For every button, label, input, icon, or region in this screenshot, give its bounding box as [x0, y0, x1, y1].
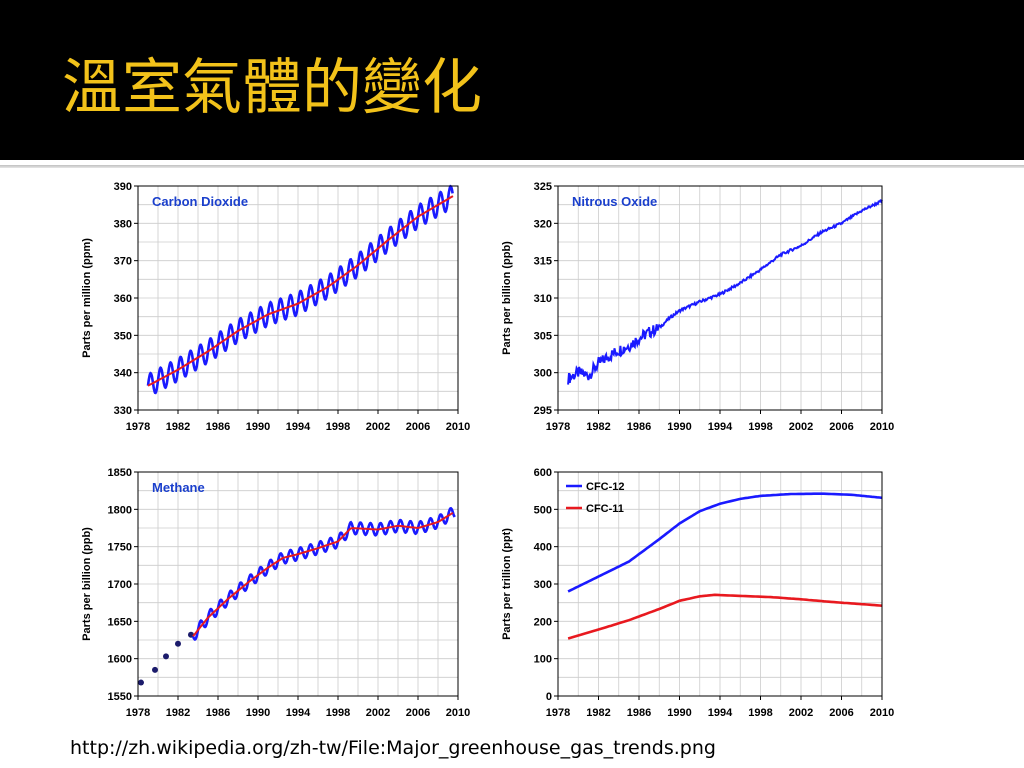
chart-panel-2: 1978 1982 1986 1990 1994 1998 2002 2006 2010 295 3… — [501, 181, 894, 433]
y-tick-label: 315 — [534, 256, 552, 268]
x-tick-label: 2006 — [829, 707, 853, 719]
x-tick-label: 2006 — [829, 421, 853, 433]
data-point — [138, 679, 144, 686]
greenhouse-gas-figure: 1978 1982 1986 1990 1994 1998 2002 2006 2010 330 3… — [62, 168, 914, 728]
trend-line — [192, 511, 454, 637]
y-tick-label: 1800 — [108, 504, 132, 516]
x-tick-label: 1982 — [586, 707, 610, 719]
x-tick-label: 1978 — [126, 421, 150, 433]
y-tick-label: 1850 — [108, 467, 132, 479]
x-tick-label: 2006 — [406, 421, 430, 433]
chart-panel-4: 1978 1982 1986 1990 1994 1998 2002 2006 2010 0 100… — [501, 467, 894, 719]
x-tick-label: 1998 — [326, 421, 350, 433]
y-tick-label: 340 — [114, 368, 132, 380]
y-tick-label: 370 — [114, 256, 132, 268]
y-tick-label: 300 — [534, 579, 552, 591]
y-tick-label: 1600 — [108, 654, 132, 666]
x-tick-label: 1982 — [166, 707, 190, 719]
plot-frame — [557, 185, 883, 411]
x-tick-label: 2010 — [870, 707, 894, 719]
x-tick-label: 1978 — [546, 421, 570, 433]
x-tick-label: 1998 — [326, 707, 350, 719]
y-tick-label: 600 — [534, 467, 552, 479]
trend-line — [147, 195, 454, 387]
source-url: http://zh.wikipedia.org/zh-tw/File:Major… — [70, 737, 716, 759]
y-tick-label: 305 — [534, 330, 552, 342]
y-tick-label: 320 — [534, 218, 552, 230]
y-tick-label: 1650 — [108, 616, 132, 628]
y-tick-label: 1750 — [108, 542, 132, 554]
y-tick-label: 400 — [534, 542, 552, 554]
y-tick-label: 380 — [114, 218, 132, 230]
data-point — [175, 640, 181, 647]
seasonal-line — [191, 506, 456, 641]
y-tick-label: 390 — [114, 181, 132, 193]
x-tick-label: 1994 — [708, 707, 733, 719]
y-axis-label: Parts per billion (ppb) — [501, 241, 513, 355]
plot-frame — [557, 471, 883, 697]
title-bar: 溫室氣體的變化 — [0, 0, 1024, 160]
x-tick-label: 2010 — [446, 707, 470, 719]
x-tick-label: 1978 — [546, 707, 570, 719]
series-cfc-12 — [567, 492, 883, 593]
x-tick-label: 2002 — [366, 421, 390, 433]
y-tick-label: 330 — [114, 405, 132, 417]
legend-label: CFC-12 — [586, 481, 625, 493]
y-tick-label: 295 — [534, 405, 552, 417]
x-tick-label: 1994 — [286, 421, 311, 433]
y-tick-label: 310 — [534, 293, 552, 305]
x-tick-label: 1998 — [748, 707, 772, 719]
y-tick-label: 360 — [114, 293, 132, 305]
x-tick-label: 1982 — [586, 421, 610, 433]
x-tick-label: 2002 — [789, 707, 813, 719]
x-tick-label: 1978 — [126, 707, 150, 719]
x-tick-label: 1994 — [286, 707, 311, 719]
y-axis-label: Parts per trillion (ppt) — [501, 528, 513, 640]
noisy-line — [567, 199, 883, 385]
chart-panel-1: 1978 1982 1986 1990 1994 1998 2002 2006 2010 330 3… — [81, 181, 470, 433]
data-point — [152, 666, 158, 673]
y-tick-label: 350 — [114, 330, 132, 342]
title-divider — [0, 165, 1024, 168]
x-tick-label: 2002 — [366, 707, 390, 719]
x-tick-label: 1986 — [627, 707, 651, 719]
y-tick-label: 200 — [534, 616, 552, 628]
x-tick-label: 1994 — [708, 421, 733, 433]
x-tick-label: 1986 — [206, 707, 230, 719]
x-tick-label: 1990 — [667, 421, 691, 433]
x-tick-label: 1986 — [627, 421, 651, 433]
seasonal-line — [146, 184, 454, 395]
x-tick-label: 1990 — [246, 707, 270, 719]
x-tick-label: 2002 — [789, 421, 813, 433]
x-tick-label: 1986 — [206, 421, 230, 433]
y-tick-label: 325 — [534, 181, 552, 193]
data-point — [188, 631, 194, 638]
y-tick-label: 300 — [534, 368, 552, 380]
y-tick-label: 1550 — [108, 691, 132, 703]
chart-title: Nitrous Oxide — [572, 194, 657, 209]
x-tick-label: 2010 — [870, 421, 894, 433]
x-tick-label: 1990 — [246, 421, 270, 433]
chart-panel-3: 1978 1982 1986 1990 1994 1998 2002 2006 2010 1550… — [81, 467, 470, 719]
chart-title: Carbon Dioxide — [152, 194, 248, 209]
legend-label: CFC-11 — [586, 503, 624, 515]
slide-title: 溫室氣體的變化 — [62, 53, 482, 123]
chart-title: Methane — [152, 480, 205, 495]
y-axis-label: Parts per million (ppm) — [81, 238, 93, 358]
x-tick-label: 1982 — [166, 421, 190, 433]
x-tick-label: 1998 — [748, 421, 772, 433]
y-tick-label: 0 — [546, 691, 552, 703]
y-tick-label: 500 — [534, 504, 552, 516]
y-tick-label: 1700 — [108, 579, 132, 591]
plot-frame — [137, 185, 459, 411]
y-axis-label: Parts per billion (ppb) — [81, 527, 93, 641]
series-cfc-11 — [567, 593, 883, 640]
x-tick-label: 1990 — [667, 707, 691, 719]
x-tick-label: 2010 — [446, 421, 470, 433]
x-tick-label: 2006 — [406, 707, 430, 719]
data-point — [163, 653, 169, 660]
y-tick-label: 100 — [534, 654, 552, 666]
plot-frame — [137, 471, 459, 697]
